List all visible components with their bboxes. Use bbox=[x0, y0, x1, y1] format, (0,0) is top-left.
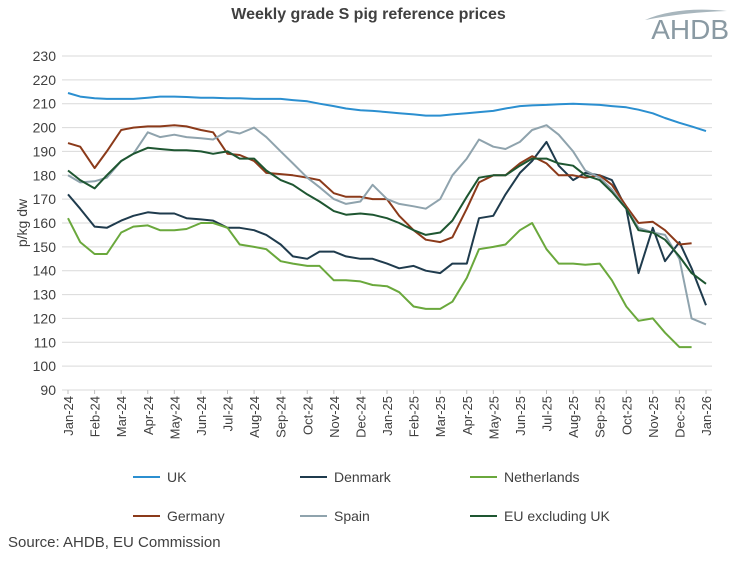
y-tick-label: 230 bbox=[33, 48, 57, 64]
x-tick-label: Jun-25 bbox=[513, 396, 528, 436]
y-tick-label: 160 bbox=[33, 215, 57, 231]
logo-text: AHDB bbox=[651, 14, 729, 45]
y-tick-label: 180 bbox=[33, 167, 57, 183]
y-tick-labels: 90 100 110 120 130 140 150 160 170 180 190 200 210 22… bbox=[33, 48, 57, 398]
series-line-spain bbox=[67, 124, 707, 326]
y-tick-label: 140 bbox=[33, 263, 57, 279]
series-lines bbox=[67, 92, 707, 349]
y-tick-label: 190 bbox=[33, 143, 57, 159]
x-tick-label: Aug-24 bbox=[247, 396, 262, 438]
series-line-netherlands bbox=[67, 217, 692, 349]
y-tick-label: 170 bbox=[33, 191, 57, 207]
x-tick-label: Nov-24 bbox=[327, 396, 342, 438]
chart-title: Weekly grade S pig reference prices bbox=[231, 6, 506, 23]
x-tick-label: Apr-24 bbox=[141, 396, 156, 435]
x-tick-label: Jul-24 bbox=[221, 396, 236, 431]
x-tick-label: Oct-24 bbox=[300, 396, 315, 435]
legend-item: UK bbox=[133, 469, 186, 485]
x-tick-label: Jan-24 bbox=[61, 396, 76, 436]
x-tick-label: Oct-25 bbox=[619, 396, 634, 435]
x-tick-labels: Jan-24 Feb-24 Mar-24 Apr-24 May-24 Jun-24 Jul-… bbox=[61, 390, 714, 439]
x-tick-label: Dec-24 bbox=[353, 396, 368, 438]
legend-label: EU excluding UK bbox=[504, 508, 610, 524]
x-tick-label: May-24 bbox=[167, 396, 182, 439]
x-tick-label: Feb-25 bbox=[407, 396, 422, 437]
legend-swatch bbox=[300, 476, 327, 478]
x-tick-label: Jul-25 bbox=[540, 396, 555, 431]
legend-label: Germany bbox=[167, 508, 225, 524]
x-tick-label: Dec-25 bbox=[672, 396, 687, 438]
x-tick-label: Sep-25 bbox=[593, 396, 608, 438]
y-tick-label: 210 bbox=[33, 96, 57, 112]
x-tick-label: Mar-25 bbox=[433, 396, 448, 437]
legend-swatch bbox=[133, 515, 160, 517]
y-tick-label: 200 bbox=[33, 120, 57, 136]
y-tick-label: 220 bbox=[33, 72, 57, 88]
series-line-germany bbox=[67, 124, 692, 246]
y-tick-label: 120 bbox=[33, 310, 57, 326]
series-line-uk bbox=[67, 92, 707, 133]
x-tick-label: Jan-25 bbox=[380, 396, 395, 436]
series-line-eu-excluding-uk bbox=[67, 146, 707, 285]
series-line-denmark bbox=[67, 140, 707, 306]
legend-item: Spain bbox=[300, 508, 370, 524]
y-tick-label: 90 bbox=[40, 382, 56, 398]
legend-item: Denmark bbox=[300, 469, 391, 485]
x-tick-label: May-25 bbox=[486, 396, 501, 439]
legend-swatch bbox=[470, 515, 497, 517]
x-tick-label: Sep-24 bbox=[274, 396, 289, 438]
x-tick-label: Nov-25 bbox=[646, 396, 661, 438]
ahdb-logo: AHDB bbox=[637, 8, 729, 48]
legend-label: Netherlands bbox=[504, 469, 580, 485]
legend-label: UK bbox=[167, 469, 187, 485]
source-note: Source: AHDB, EU Commission bbox=[8, 534, 221, 551]
gridlines bbox=[62, 55, 712, 391]
x-tick-label: Feb-24 bbox=[88, 396, 103, 437]
legend-item: Germany bbox=[133, 508, 225, 524]
y-tick-label: 100 bbox=[33, 358, 57, 374]
legend-swatch bbox=[300, 515, 327, 517]
y-tick-label: 150 bbox=[33, 239, 57, 255]
y-axis-label: p/kg dw bbox=[14, 198, 30, 247]
y-tick-label: 130 bbox=[33, 287, 57, 303]
x-tick-label: Mar-24 bbox=[114, 396, 129, 437]
x-tick-label: Jan-26 bbox=[699, 396, 714, 436]
logo-swoosh-icon bbox=[645, 9, 727, 20]
legend-swatch bbox=[470, 476, 497, 478]
legend-swatch bbox=[133, 476, 160, 478]
y-tick-label: 110 bbox=[34, 334, 57, 350]
legend-item: Netherlands bbox=[470, 469, 580, 485]
x-tick-label: Apr-25 bbox=[460, 396, 475, 435]
legend-label: Denmark bbox=[334, 469, 391, 485]
legend-item: EU excluding UK bbox=[470, 508, 610, 524]
x-tick-label: Aug-25 bbox=[566, 396, 581, 438]
legend-label: Spain bbox=[334, 508, 370, 524]
x-tick-label: Jun-24 bbox=[194, 396, 209, 436]
